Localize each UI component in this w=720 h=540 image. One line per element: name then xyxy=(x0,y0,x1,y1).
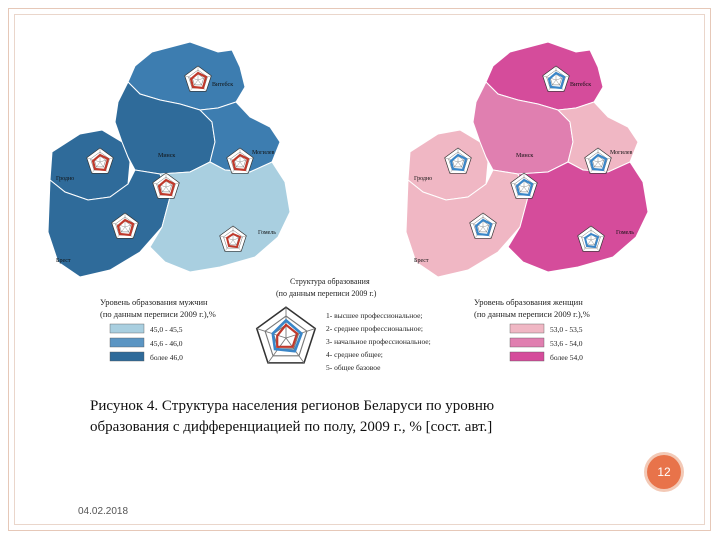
legend-women-item-1: 53,0 - 53,5 xyxy=(550,325,583,334)
legend-men-item-2: 45,6 - 46,0 xyxy=(150,339,183,348)
slide-frame-inner xyxy=(14,14,705,525)
city-label-gomel-men: Гомель xyxy=(258,230,276,236)
structure-title-1: Структура образования xyxy=(290,277,370,286)
legend-men-item-3: более 46,0 xyxy=(150,353,183,362)
legend-men-title-2: (по данным переписи 2009 г.),% xyxy=(100,309,216,319)
city-label-gomel-women: Гомель xyxy=(616,230,634,236)
city-label-minsk-women: Минск xyxy=(516,153,533,159)
legend-women-title-1: Уровень образования женщин xyxy=(474,297,583,307)
city-label-grodno-women: Гродно xyxy=(414,176,432,182)
legend-men-item-1: 45,0 - 45,5 xyxy=(150,325,183,334)
city-label-mogilev-men: Могилев xyxy=(252,150,275,156)
figure-maps: Витебск Минск Гродно Могилев Брест Гомел… xyxy=(40,22,680,382)
slide-date: 04.02.2018 xyxy=(78,506,129,517)
city-label-minsk-men: Минск xyxy=(158,153,175,159)
caption-line-1: Рисунок 4. Структура населения регионов … xyxy=(90,398,495,414)
structure-item-5: 5- общее базовое xyxy=(326,363,381,372)
structure-item-1: 1- высшее профессиональное; xyxy=(326,311,423,320)
caption-line-2: образования с дифференциацией по полу, 2… xyxy=(90,419,493,435)
city-label-brest-men: Брест xyxy=(56,258,71,264)
structure-item-3: 3- начальное профессиональное; xyxy=(326,337,431,346)
figure-caption: Рисунок 4. Структура населения регионов … xyxy=(90,396,650,438)
city-label-vitebsk-men: Витебск xyxy=(212,81,233,88)
legend-women-item-2: 53,6 - 54,0 xyxy=(550,339,583,348)
legend-structure: Структура образования (по данным перепис… xyxy=(255,277,431,372)
structure-item-4: 4- среднее общее; xyxy=(326,350,383,359)
city-label-grodno-men: Гродно xyxy=(56,176,74,182)
city-label-vitebsk-women: Витебск xyxy=(570,81,591,88)
legend-women: Уровень образования женщин (по данным пе… xyxy=(474,297,590,362)
legend-men: Уровень образования мужчин (по данным пе… xyxy=(100,297,216,362)
legend-women-title-2: (по данным переписи 2009 г.),% xyxy=(474,309,590,319)
map-men: Витебск Минск Гродно Могилев Брест Гомел… xyxy=(47,41,291,278)
map-women: Витебск Минск Гродно Могилев Брест Гомел… xyxy=(405,41,649,278)
structure-title-2: (по данным переписи 2009 г.) xyxy=(276,289,377,298)
legend-men-title-1: Уровень образования мужчин xyxy=(100,297,208,307)
slide-frame-outer xyxy=(8,8,711,531)
structure-item-2: 2- среднее профессиональное; xyxy=(326,324,423,333)
city-label-mogilev-women: Могилев xyxy=(610,150,633,156)
city-label-brest-women: Брест xyxy=(414,258,429,264)
page-number-badge: 12 xyxy=(647,455,681,489)
legend-women-item-3: более 54,0 xyxy=(550,353,583,362)
